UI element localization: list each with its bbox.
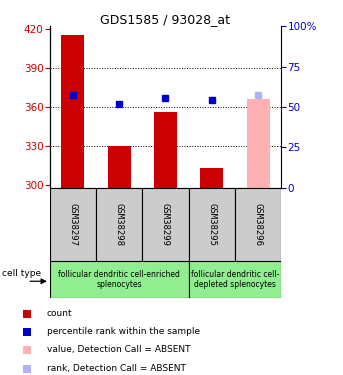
Bar bbox=[50, 188, 96, 261]
Text: cell type: cell type bbox=[2, 269, 42, 278]
Text: count: count bbox=[47, 309, 72, 318]
Text: value, Detection Call = ABSENT: value, Detection Call = ABSENT bbox=[47, 345, 190, 354]
Text: GSM38296: GSM38296 bbox=[253, 202, 263, 246]
Text: follicular dendritic cell-enriched
splenocytes: follicular dendritic cell-enriched splen… bbox=[58, 270, 180, 289]
Bar bbox=[142, 188, 189, 261]
Text: follicular dendritic cell-
depleted splenocytes: follicular dendritic cell- depleted sple… bbox=[191, 270, 279, 289]
Bar bbox=[247, 99, 270, 188]
Bar bbox=[154, 112, 177, 188]
Bar bbox=[108, 146, 131, 188]
Text: GSM38297: GSM38297 bbox=[68, 202, 78, 246]
Bar bbox=[61, 35, 84, 188]
Bar bbox=[200, 168, 223, 188]
Bar bbox=[235, 188, 281, 261]
Text: percentile rank within the sample: percentile rank within the sample bbox=[47, 327, 200, 336]
Bar bbox=[189, 188, 235, 261]
Text: GDS1585 / 93028_at: GDS1585 / 93028_at bbox=[99, 13, 230, 26]
Bar bbox=[189, 261, 281, 298]
Bar bbox=[96, 188, 142, 261]
Bar bbox=[50, 261, 189, 298]
Text: GSM38299: GSM38299 bbox=[161, 202, 170, 246]
Text: GSM38298: GSM38298 bbox=[115, 202, 124, 246]
Text: GSM38295: GSM38295 bbox=[207, 202, 216, 246]
Text: rank, Detection Call = ABSENT: rank, Detection Call = ABSENT bbox=[47, 364, 186, 374]
